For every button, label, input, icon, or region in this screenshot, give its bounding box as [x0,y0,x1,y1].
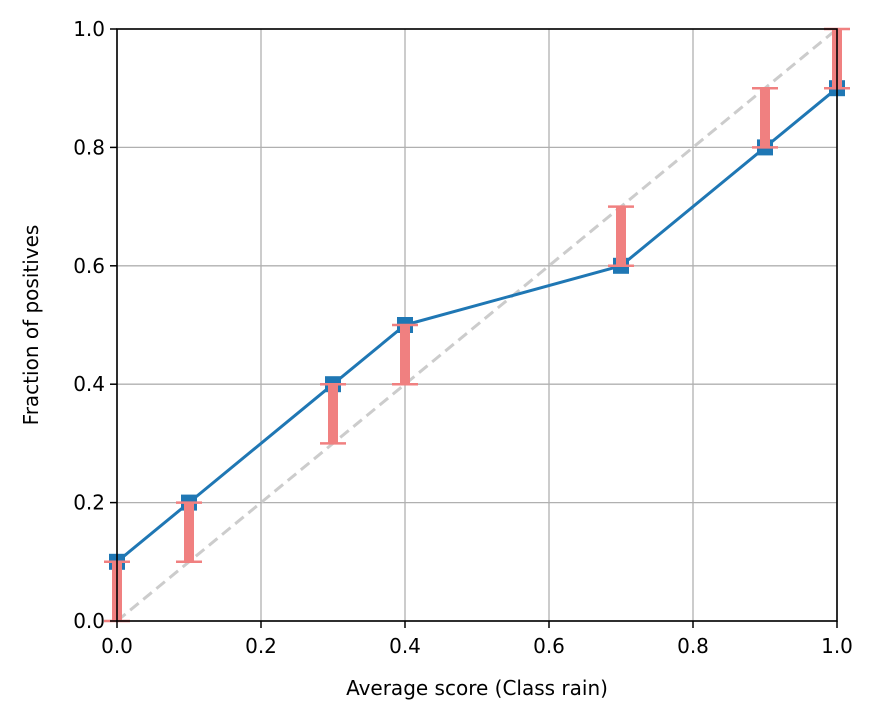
plot-frame [116,28,838,622]
x-tick-label: 0.2 [245,634,277,658]
x-tick-label: 1.0 [821,634,853,658]
x-axis-label: Average score (Class rain) [346,676,608,700]
y-tick-label: 0.2 [73,491,105,515]
x-tick-label: 0.8 [677,634,709,658]
y-tick-label: 0.6 [73,254,105,278]
reference-diagonal [116,27,838,623]
reference-line [116,27,838,623]
y-tick-label: 0.4 [73,372,105,396]
x-tick-label: 0.6 [533,634,565,658]
y-tick-label: 0.8 [73,135,105,159]
y-tick-label: 1.0 [73,17,105,41]
x-tick-label: 0.4 [389,634,421,658]
y-tick-label: 0.0 [73,609,105,633]
x-tick-label: 0.0 [101,634,133,658]
y-axis-label: Fraction of positives [19,225,43,426]
axis-ticks: 0.0 0.2 0.4 0.6 0.8 1.0 0.0 0.2 0.4 0.6 0.8 1.0 [73,17,853,658]
